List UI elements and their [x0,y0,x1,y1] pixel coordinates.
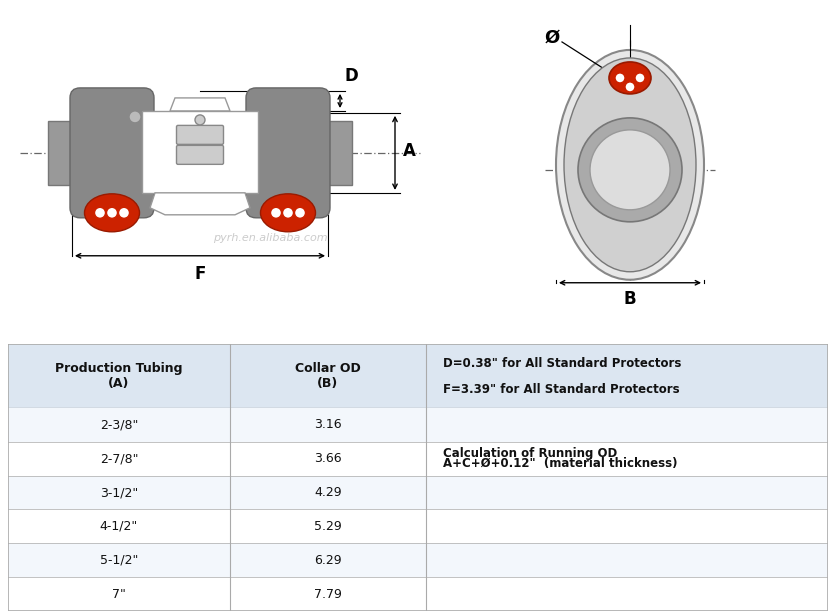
FancyBboxPatch shape [176,125,223,144]
Circle shape [129,111,141,123]
Polygon shape [170,98,230,111]
Bar [8,344,828,408]
FancyBboxPatch shape [176,146,223,165]
Circle shape [625,82,635,92]
Bar [8,577,828,611]
Text: 7": 7" [112,588,126,600]
Circle shape [94,208,105,219]
Polygon shape [48,121,92,185]
FancyBboxPatch shape [70,88,154,218]
Circle shape [106,208,118,219]
Circle shape [578,118,682,222]
Text: 5-1/2": 5-1/2" [99,554,138,567]
Polygon shape [150,193,250,215]
Bar [8,510,828,543]
Text: Ø: Ø [544,29,559,47]
Circle shape [615,73,625,83]
Circle shape [590,130,670,210]
Polygon shape [308,121,352,185]
Text: 4.29: 4.29 [314,486,342,499]
Text: F: F [194,265,206,283]
Text: Production Tubing
(A): Production Tubing (A) [55,362,183,390]
Circle shape [283,208,293,219]
Text: 2-3/8": 2-3/8" [99,418,138,432]
FancyBboxPatch shape [246,88,330,218]
Circle shape [294,208,305,219]
Ellipse shape [261,194,315,232]
Text: Collar OD
(B): Collar OD (B) [295,362,361,390]
Text: D: D [345,67,359,85]
Bar [8,441,828,476]
Text: 3-1/2": 3-1/2" [99,486,138,499]
Text: 5.29: 5.29 [314,520,342,533]
Bar [8,476,828,510]
Circle shape [195,115,205,125]
Text: B: B [624,290,636,308]
Text: 7.79: 7.79 [314,588,342,600]
Text: Calculation of Running OD: Calculation of Running OD [442,447,617,460]
Text: D=0.38" for All Standard Protectors: D=0.38" for All Standard Protectors [442,357,681,370]
Ellipse shape [609,62,651,94]
Text: 4-1/2": 4-1/2" [99,520,138,533]
Text: 3.66: 3.66 [314,452,342,465]
Ellipse shape [84,194,140,232]
Text: 6.29: 6.29 [314,554,342,567]
Bar [8,408,828,442]
Text: F=3.39" for All Standard Protectors: F=3.39" for All Standard Protectors [442,384,679,397]
Circle shape [271,208,282,219]
Circle shape [635,73,645,83]
Bar [8,543,828,577]
Text: 3.16: 3.16 [314,418,342,432]
Text: A+C+Ø+0.12"  (material thickness): A+C+Ø+0.12" (material thickness) [442,457,677,470]
Text: A: A [403,142,415,160]
Ellipse shape [556,50,704,280]
Text: 2-7/8": 2-7/8" [99,452,138,465]
Ellipse shape [564,58,696,272]
Circle shape [119,208,130,219]
Text: pyrh.en.alibaba.com: pyrh.en.alibaba.com [212,233,328,243]
Polygon shape [142,111,258,193]
